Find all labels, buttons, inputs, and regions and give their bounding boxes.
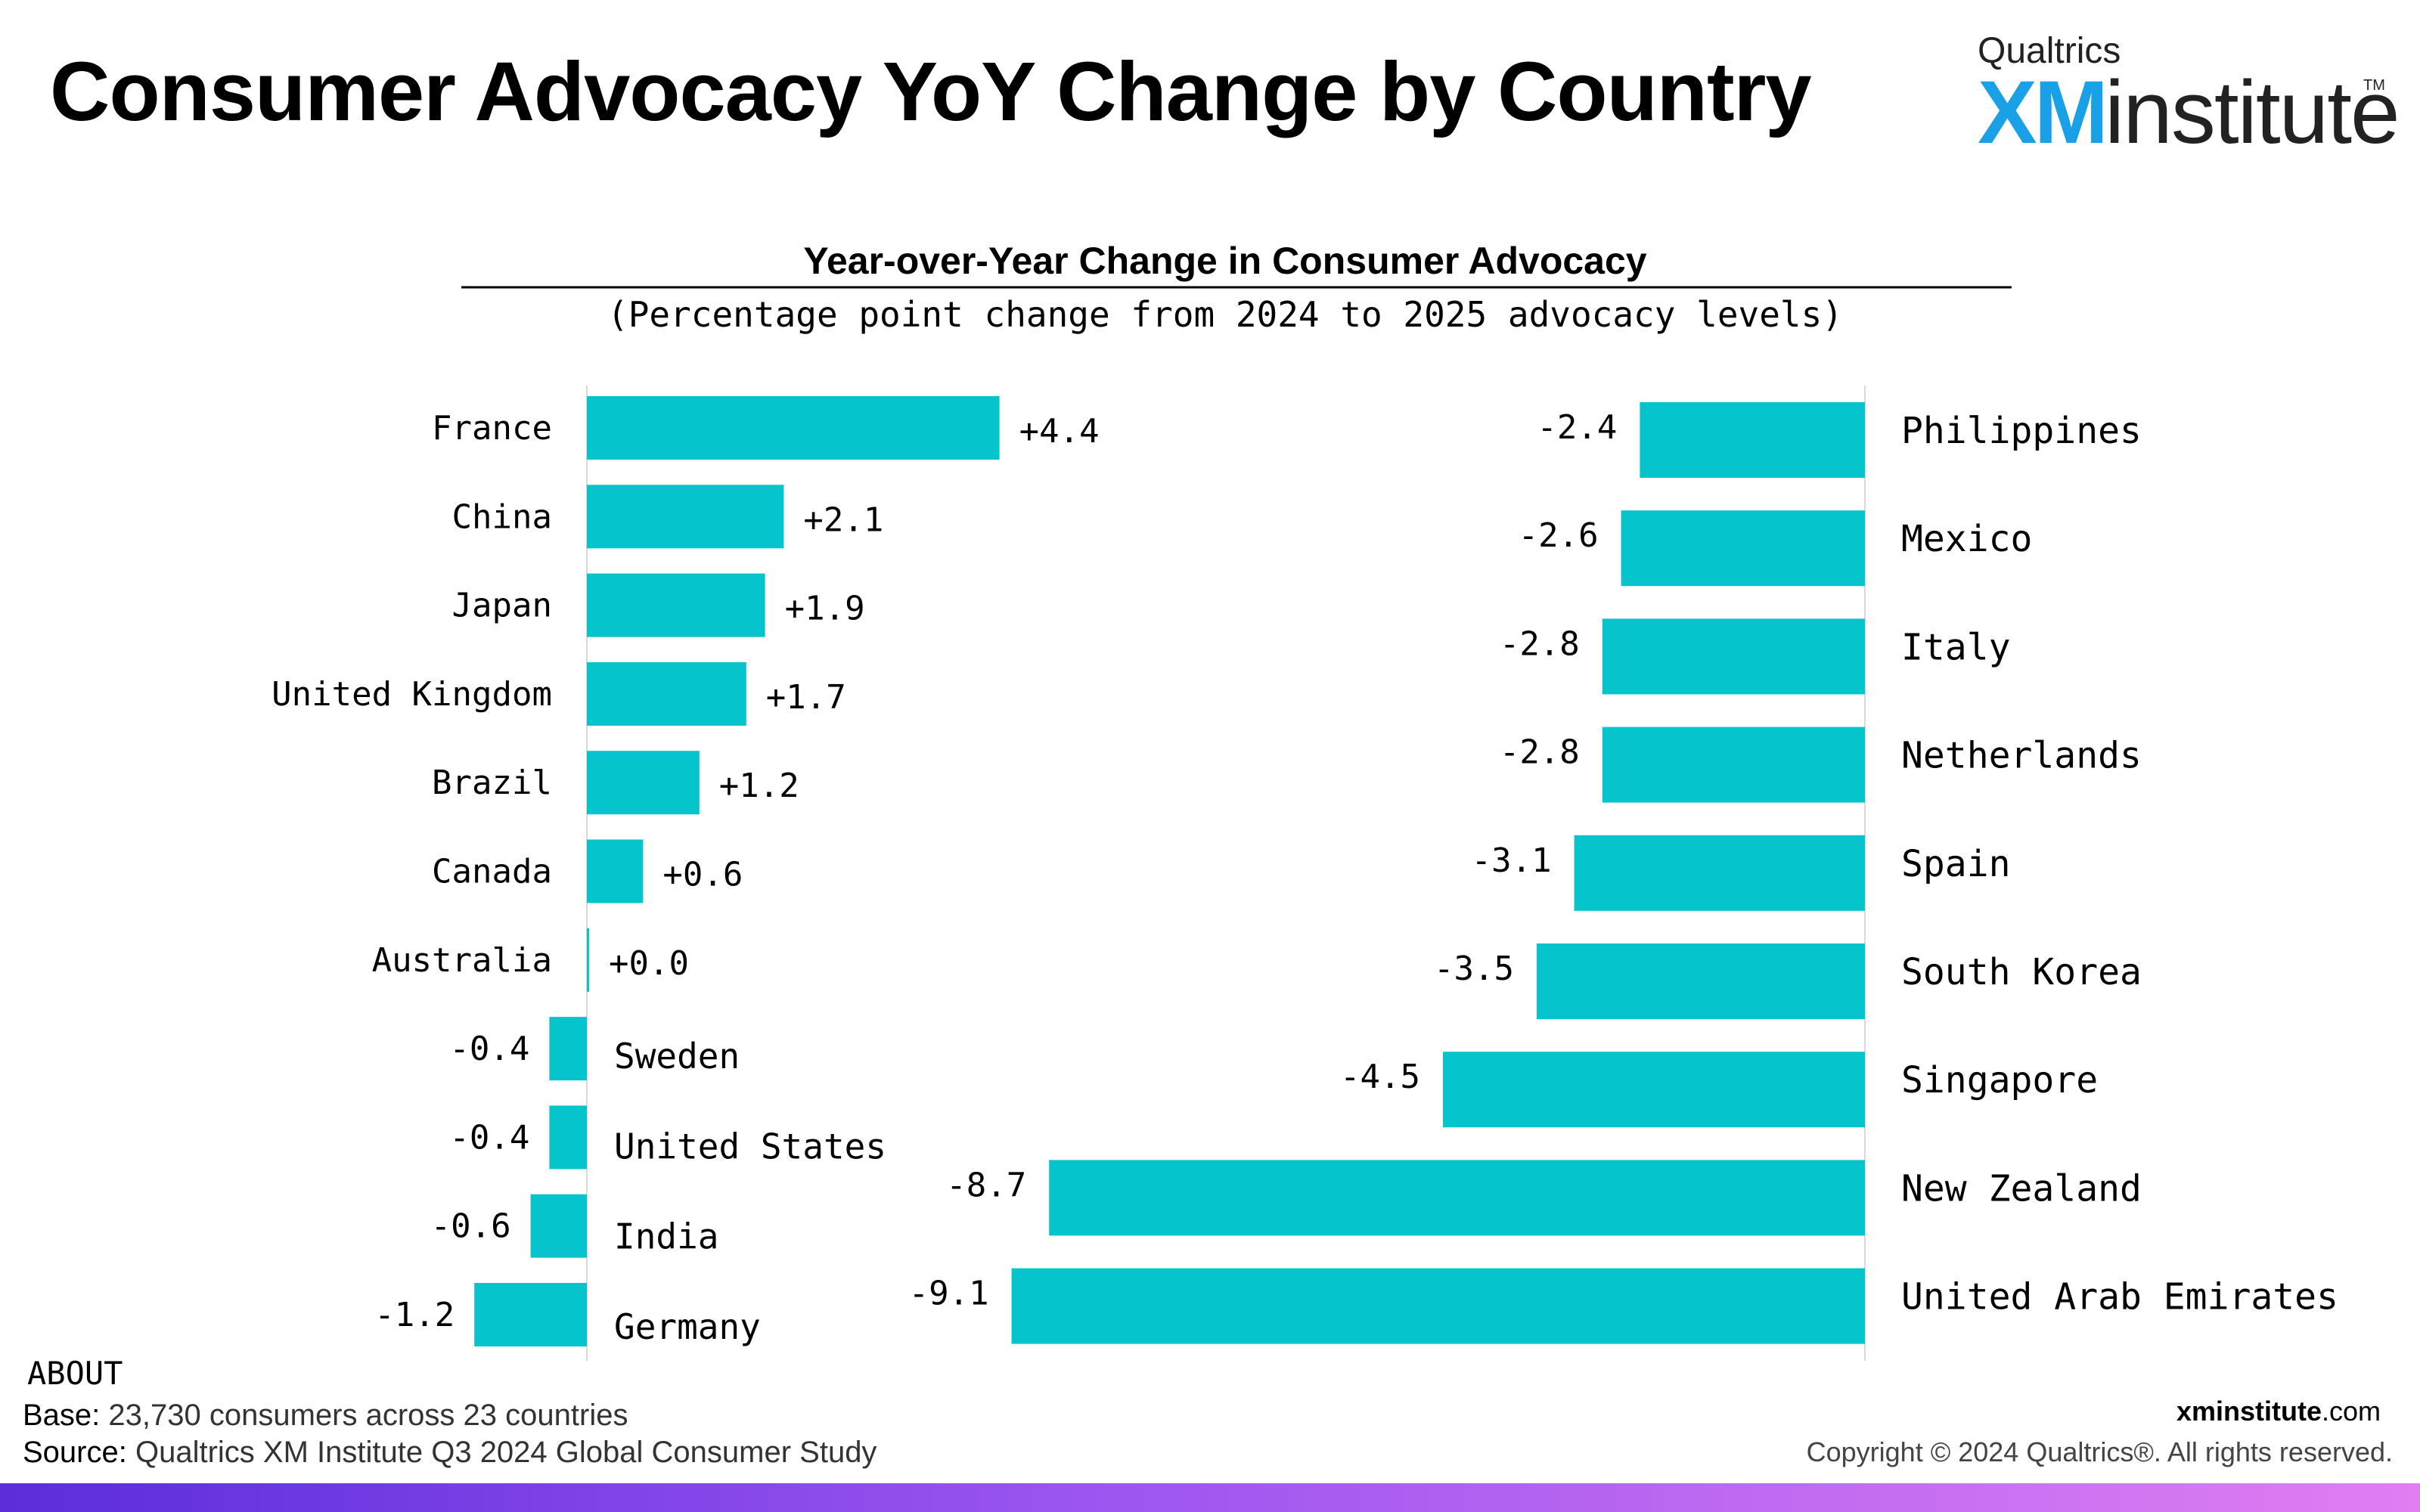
chart-subtitle: (Percentage point change from 2024 to 20…	[607, 294, 1843, 335]
value-label-brazil: +1.2	[719, 767, 799, 805]
category-label-netherlands: Netherlands	[1901, 735, 2142, 777]
category-label-philippines: Philippines	[1901, 410, 2142, 452]
value-label-mexico: -2.6	[1519, 516, 1599, 555]
value-label-netherlands: -2.8	[1500, 733, 1580, 772]
category-label-united-states: United States	[614, 1126, 886, 1167]
value-label-germany: -1.2	[374, 1296, 455, 1334]
copyright: Copyright © 2024 Qualtrics®. All rights …	[1806, 1436, 2393, 1467]
source-label: Source:	[23, 1436, 127, 1469]
category-label-sweden: Sweden	[614, 1036, 740, 1077]
bar-australia	[587, 928, 589, 992]
value-label-new-zealand: -8.7	[946, 1166, 1026, 1204]
value-label-italy: -2.8	[1500, 624, 1580, 663]
category-label-india: India	[614, 1216, 718, 1257]
category-label-france: France	[432, 409, 552, 448]
category-label-new-zealand: New Zealand	[1901, 1167, 2142, 1210]
page-title: Consumer Advocacy YoY Change by Country	[50, 45, 1812, 138]
value-label-south-korea: -3.5	[1434, 950, 1514, 988]
bar-singapore	[1443, 1052, 1865, 1128]
logo-brand: Qualtrics	[1978, 31, 2121, 71]
bar-france	[587, 396, 1000, 460]
logo-trademark: TM	[2363, 77, 2385, 94]
xm-institute-logo: Qualtrics XM institute TM	[1978, 30, 2400, 157]
value-label-china: +2.1	[803, 500, 883, 539]
base-label: Base:	[23, 1399, 101, 1432]
bar-united-arab-emirates	[1011, 1268, 1865, 1344]
bar-united-kingdom	[587, 662, 746, 726]
site-url[interactable]: xminstitute.com	[2176, 1396, 2381, 1427]
category-label-united-arab-emirates: United Arab Emirates	[1901, 1276, 2338, 1318]
bar-philippines	[1640, 402, 1865, 478]
logo-institute: institute	[2105, 63, 2400, 163]
bar-united-states	[549, 1105, 587, 1170]
bar-mexico	[1621, 510, 1865, 587]
value-label-united-states: -0.4	[449, 1118, 529, 1157]
value-label-australia: +0.0	[609, 944, 689, 983]
site-url-bold: xminstitute	[2176, 1396, 2322, 1427]
category-label-spain: Spain	[1901, 843, 2011, 885]
bar-italy	[1602, 618, 1865, 695]
bar-sweden	[549, 1017, 587, 1081]
base-note: Base: 23,730 consumers across 23 countri…	[23, 1399, 628, 1433]
value-label-sweden: -0.4	[449, 1030, 529, 1068]
value-label-united-kingdom: +1.7	[766, 678, 846, 717]
bar-brazil	[587, 751, 700, 815]
category-label-brazil: Brazil	[432, 764, 552, 802]
category-label-mexico: Mexico	[1901, 518, 2032, 560]
chart-title: Year-over-Year Change in Consumer Advoca…	[803, 240, 1646, 282]
site-url-tld: .com	[2321, 1396, 2381, 1427]
bar-india	[530, 1194, 587, 1258]
category-label-canada: Canada	[432, 853, 552, 891]
category-label-south-korea: South Korea	[1901, 951, 2142, 993]
bar-japan	[587, 573, 765, 637]
source-note: Source: Qualtrics XM Institute Q3 2024 G…	[23, 1436, 876, 1470]
bar-new-zealand	[1049, 1160, 1865, 1236]
category-label-australia: Australia	[372, 941, 552, 980]
value-label-canada: +0.6	[662, 856, 743, 894]
gradient-footer-bar	[0, 1483, 2420, 1512]
base-text: 23,730 consumers across 23 countries	[108, 1399, 628, 1432]
source-text: Qualtrics XM Institute Q3 2024 Global Co…	[135, 1436, 877, 1469]
bar-canada	[587, 839, 644, 903]
value-label-france: +4.4	[1019, 412, 1100, 451]
category-label-italy: Italy	[1901, 626, 2011, 668]
value-label-united-arab-emirates: -9.1	[909, 1275, 989, 1313]
logo-xm: XM	[1978, 63, 2108, 163]
bar-netherlands	[1602, 727, 1865, 803]
bar-spain	[1574, 835, 1865, 911]
value-label-spain: -3.1	[1472, 841, 1552, 880]
value-label-japan: +1.9	[785, 590, 865, 628]
category-label-germany: Germany	[614, 1306, 761, 1347]
bar-germany	[474, 1283, 587, 1346]
value-label-philippines: -2.4	[1537, 408, 1617, 447]
bar-china	[587, 485, 784, 549]
category-label-china: China	[452, 497, 552, 536]
value-label-singapore: -4.5	[1340, 1058, 1420, 1096]
value-label-india: -0.6	[431, 1207, 511, 1246]
category-label-united-kingdom: United Kingdom	[271, 675, 552, 714]
category-label-japan: Japan	[452, 587, 552, 625]
category-label-singapore: Singapore	[1901, 1059, 2098, 1101]
bar-south-korea	[1537, 943, 1865, 1019]
about-heading: ABOUT	[27, 1355, 123, 1392]
